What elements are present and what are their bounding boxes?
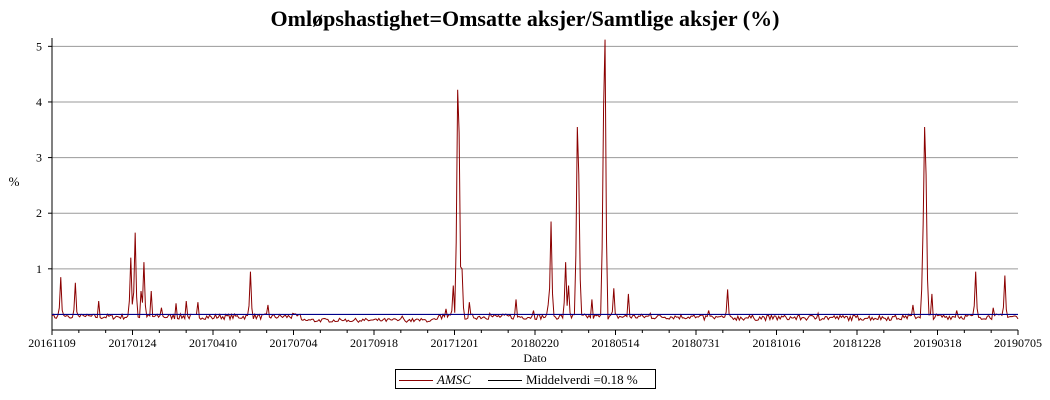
y-tick-label: 3 — [36, 151, 42, 165]
x-tick-label: 20180220 — [511, 336, 559, 350]
series — [51, 39, 1019, 323]
legend-label-amsc: AMSC — [437, 372, 471, 387]
legend-item-amsc: AMSC — [399, 372, 471, 388]
x-tick-label: 20190705 — [994, 336, 1042, 350]
x-tick-label: 20180731 — [672, 336, 720, 350]
y-tick-label: 5 — [36, 39, 42, 53]
legend-swatch-amsc — [399, 379, 433, 381]
x-tick-label: 20181016 — [753, 336, 801, 350]
y-axis-label: % — [9, 174, 20, 189]
x-tick-label: 20170124 — [109, 336, 157, 350]
y-tick-label: 2 — [36, 206, 42, 220]
x-tick-label: 20181228 — [833, 336, 881, 350]
x-tick-label: 20180514 — [592, 336, 640, 350]
x-tick-label: 20190318 — [914, 336, 962, 350]
legend-label-mean: Middelverdi =0.18 % — [526, 372, 638, 387]
y-tick-label: 4 — [36, 95, 42, 109]
gridlines — [52, 45, 1018, 270]
legend-item-mean: Middelverdi =0.18 % — [488, 372, 638, 388]
x-tick-label: 20170918 — [350, 336, 398, 350]
series-line-amsc — [51, 39, 1019, 323]
y-tick-label: 1 — [36, 262, 42, 276]
y-ticks: 1 2 3 4 5 — [36, 39, 52, 276]
chart-title: Omløpshastighet=Omsatte aksjer/Samtlige … — [270, 6, 780, 31]
legend: AMSC Middelverdi =0.18 % — [395, 369, 656, 389]
x-tick-label: 20170704 — [270, 336, 318, 350]
x-tick-label: 20170410 — [189, 336, 237, 350]
axes — [51, 38, 1018, 331]
legend-swatch-mean — [488, 379, 522, 381]
x-ticks: 20161109 20170124 20170410 20170704 20170918… — [28, 330, 1042, 350]
x-axis-label: Dato — [523, 351, 546, 365]
x-tick-label: 20171201 — [431, 336, 479, 350]
x-tick-label: 20161109 — [28, 336, 76, 350]
